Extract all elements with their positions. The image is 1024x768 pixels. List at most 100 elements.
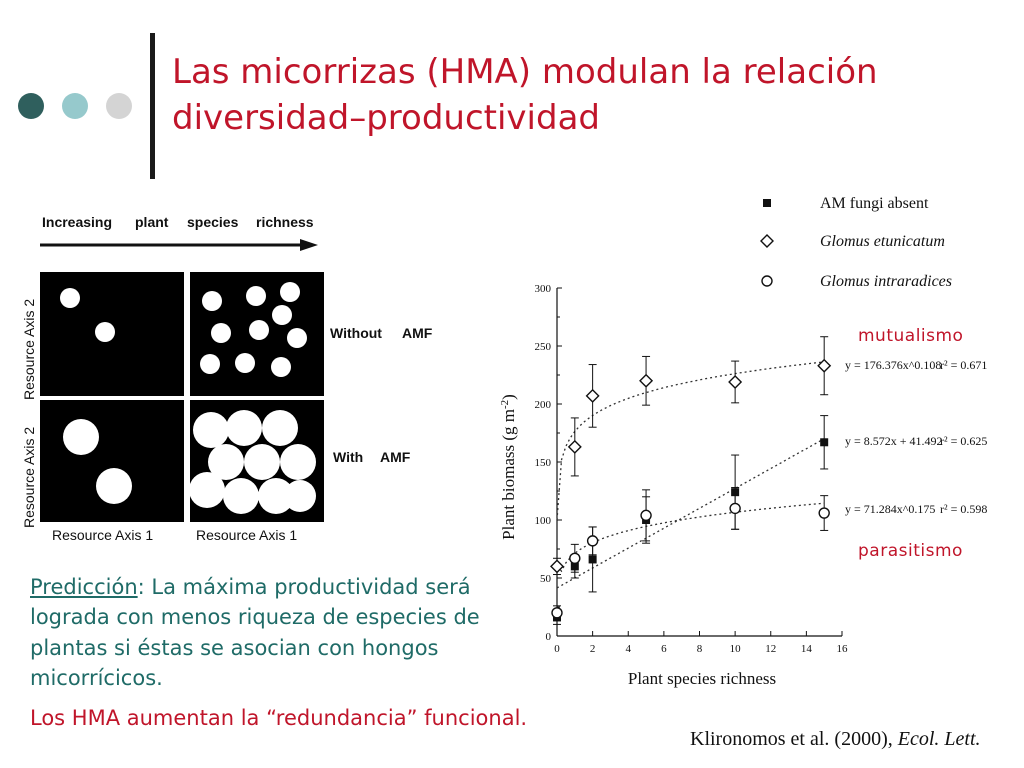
x-tick-label: 0 [554, 643, 560, 655]
legend-label: AM fungi absent [820, 195, 929, 212]
resource-axis-1-left: Resource Axis 1 [52, 527, 153, 543]
niche-circle [258, 478, 294, 514]
niche-circle [280, 282, 300, 302]
marker-circle [729, 502, 741, 515]
label-with-amf: AMF [380, 449, 411, 465]
arrow-word-4: richness [256, 214, 314, 230]
niche-circle [193, 412, 229, 448]
prediction-label: Predicción [30, 575, 138, 599]
tag-parasitism: parasitismo [858, 541, 963, 561]
niche-circle [202, 291, 222, 311]
fit-curve [556, 502, 825, 573]
niche-circle [235, 353, 255, 373]
fit-equation: y = 8.572x + 41.492 [845, 434, 943, 448]
resource-axis-2-top: Resource Axis 2 [21, 299, 37, 400]
niche-circle [63, 419, 99, 455]
arrow-word-2: plant [135, 214, 169, 230]
title-line-1: Las micorrizas (HMA) modulan la relación [172, 52, 878, 92]
panel-with-high [190, 400, 324, 522]
niche-circle [226, 410, 262, 446]
redundancy-note: Los HMA aumentan la “redundancia” funcio… [30, 706, 528, 730]
prediction-text: Predicción: La máxima productividad será… [30, 572, 490, 694]
x-tick-label: 12 [765, 643, 776, 655]
niche-circle [60, 288, 80, 308]
marker-diamond [585, 388, 600, 403]
marker-circle [761, 275, 773, 287]
y-tick-label: 200 [535, 399, 552, 411]
resource-axis-2-bottom: Resource Axis 2 [21, 427, 37, 528]
citation-journal: Ecol. Lett. [897, 728, 981, 750]
marker-diamond [728, 374, 743, 389]
marker-square [763, 199, 771, 207]
niche-circle [287, 328, 307, 348]
marker-square [588, 555, 597, 564]
panel-with-low [40, 400, 184, 522]
fit-equation: y = 176.376x^0.108 [845, 358, 941, 372]
tag-mutualism: mutualismo [858, 326, 964, 346]
legend-label: Glomus etunicatum [820, 233, 945, 250]
marker-square [642, 516, 651, 524]
label-with: With [333, 449, 363, 465]
y-tick-label: 0 [546, 631, 552, 643]
panel-without-low [40, 272, 184, 396]
y-axis-title: Plant biomass (g m-2) [499, 394, 518, 540]
niche-circle [246, 286, 266, 306]
fit-equation: y = 71.284x^0.175 [845, 502, 935, 516]
niche-circle [200, 354, 220, 374]
x-tick-label: 16 [837, 643, 849, 655]
label-without-amf: AMF [402, 325, 433, 341]
niche-circle [189, 472, 225, 508]
niche-circle [244, 444, 280, 480]
niche-circle [262, 410, 298, 446]
richness-arrow-head [300, 239, 318, 251]
x-tick-label: 10 [730, 643, 742, 655]
y-tick-label: 250 [535, 341, 552, 353]
marker-diamond [567, 439, 582, 454]
y-tick-label: 50 [540, 573, 552, 585]
x-tick-label: 4 [626, 643, 632, 655]
arrow-word-3: species [187, 214, 239, 230]
marker-diamond [817, 358, 832, 373]
slide-title: Las micorrizas (HMA) modulan la relación… [172, 50, 1002, 142]
y-tick-label: 300 [535, 283, 552, 295]
marker-square [731, 488, 740, 497]
marker-diamond [550, 559, 564, 574]
fit-r2: r² = 0.625 [940, 434, 987, 448]
marker-square [820, 438, 829, 447]
x-tick-label: 14 [801, 643, 813, 655]
marker-circle [551, 607, 563, 619]
citation: Klironomos et al. (2000), Ecol. Lett. [690, 728, 981, 751]
fit-curve [556, 438, 825, 589]
x-tick-label: 6 [661, 643, 667, 655]
arrow-word-1: Increasing [42, 214, 112, 230]
niche-circle [284, 480, 316, 512]
x-axis-title: Plant species richness [628, 669, 776, 688]
marker-diamond [639, 373, 654, 388]
marker-circle [818, 507, 830, 519]
resource-axis-1-right: Resource Axis 1 [196, 527, 297, 543]
niche-circle [223, 478, 259, 514]
x-tick-label: 8 [697, 643, 703, 655]
fit-r2: r² = 0.598 [940, 502, 987, 516]
niche-circle [96, 468, 132, 504]
marker-square [570, 562, 579, 571]
y-tick-label: 150 [535, 457, 552, 469]
niche-circle [271, 357, 291, 377]
dot-light-teal [62, 93, 88, 119]
panel-without-high [190, 272, 324, 396]
title-line-2: diversidad–productividad [172, 97, 600, 138]
niche-circle [208, 444, 244, 480]
fit-curve [556, 361, 825, 521]
y-tick-label: 100 [535, 515, 552, 527]
dot-dark [18, 93, 44, 119]
prediction-body: : La máxima productividad será lograda c… [30, 575, 480, 691]
fit-r2: r² = 0.671 [940, 358, 987, 372]
marker-diamond [760, 234, 774, 248]
citation-authors: Klironomos et al. (2000), [690, 728, 893, 750]
niche-circle [95, 322, 115, 342]
marker-square [553, 613, 561, 622]
dot-gray [106, 93, 132, 119]
label-without: Without [330, 325, 382, 341]
niche-circle [280, 444, 316, 480]
niche-circle [249, 320, 269, 340]
